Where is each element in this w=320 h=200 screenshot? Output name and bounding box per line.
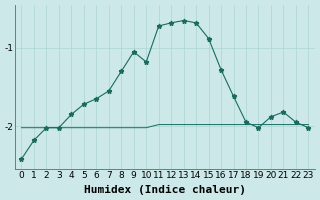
X-axis label: Humidex (Indice chaleur): Humidex (Indice chaleur) bbox=[84, 185, 246, 195]
